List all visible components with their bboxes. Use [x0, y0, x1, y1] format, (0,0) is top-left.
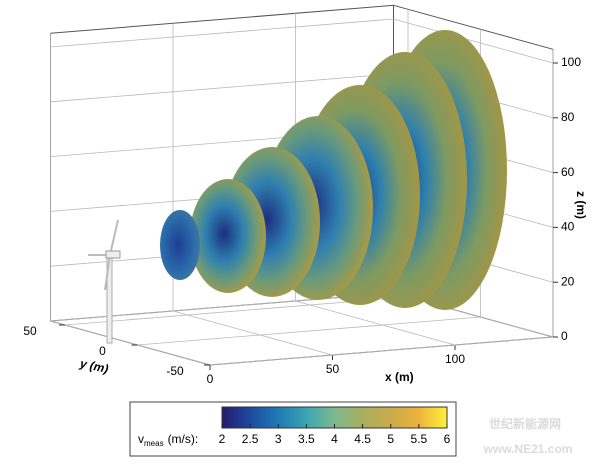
x-tick-label: 50	[326, 362, 340, 376]
grid-line	[50, 320, 211, 366]
z-tick-label: 40	[561, 220, 575, 234]
z-tick-label: 80	[561, 110, 575, 124]
colorbar-tick-label: 3	[275, 432, 282, 446]
wake-slices	[160, 30, 507, 310]
box-edge	[393, 4, 554, 50]
grid-line	[50, 73, 394, 103]
colorbar-label: vmeas (m/s):	[138, 432, 198, 448]
wind-turbine	[88, 219, 121, 344]
axis-labels: x (m) y (m) z (m)	[78, 191, 588, 384]
x-tick-label: 0	[207, 372, 214, 386]
y-tick-label: -50	[166, 364, 184, 378]
colorbar-tick-label: 4.5	[354, 432, 371, 446]
colorbar-tick-label: 2.5	[242, 432, 259, 446]
box-edge	[50, 4, 394, 34]
y-axis-title: y (m)	[78, 356, 110, 376]
x-tick-label: 100	[445, 352, 465, 366]
colorbar-subscript: meas	[144, 439, 164, 448]
colorbar-unit: (m/s):	[168, 432, 199, 446]
y-tick-label: 0	[99, 344, 106, 358]
colorbar-symbol: v	[138, 432, 144, 446]
z-tick-label: 0	[561, 329, 568, 343]
z-axis-title: z (m)	[574, 191, 588, 219]
grid-line	[295, 300, 456, 346]
grid-line	[209, 336, 554, 366]
colorbar-tick-label: 4	[331, 432, 338, 446]
colorbar-tick-label: 6	[444, 432, 451, 446]
wake-slice	[160, 210, 200, 280]
y-tick-label: 50	[23, 324, 37, 338]
z-tick-label: 60	[561, 165, 575, 179]
colorbar-tick-label: 5.5	[411, 432, 428, 446]
grid-line	[137, 316, 481, 346]
grid-line	[50, 18, 394, 48]
colorbar-tick-label: 3.5	[298, 432, 315, 446]
wake-slice	[190, 179, 266, 293]
colorbar-tick-label: 2	[219, 432, 226, 446]
z-tick-label: 100	[561, 55, 581, 69]
watermark-name: 世纪新能源网	[489, 416, 561, 431]
grid-line	[172, 310, 333, 356]
colorbar-tick-label: 5	[387, 432, 394, 446]
watermark: 世纪新能源网 www.NE21.com	[483, 416, 573, 456]
grid-line	[393, 18, 554, 64]
z-tick-label: 20	[561, 274, 575, 288]
watermark-url: www.NE21.com	[483, 442, 573, 456]
x-axis-title: x (m)	[385, 370, 414, 384]
